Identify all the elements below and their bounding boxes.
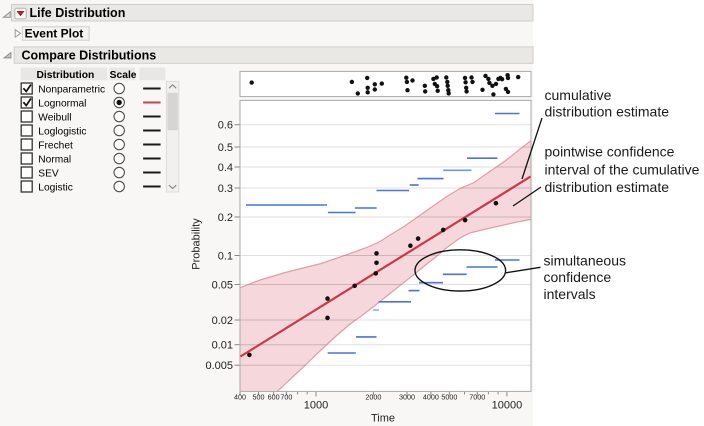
svg-text:Weibull: Weibull bbox=[38, 112, 71, 123]
svg-text:Life Distribution: Life Distribution bbox=[30, 6, 126, 20]
svg-text:interval of the cumulative: interval of the cumulative bbox=[545, 161, 700, 177]
svg-text:Loglogistic: Loglogistic bbox=[38, 126, 86, 137]
svg-text:500: 500 bbox=[253, 392, 265, 401]
svg-text:0.1: 0.1 bbox=[218, 250, 233, 262]
svg-text:3000: 3000 bbox=[399, 392, 415, 401]
svg-text:Compare Distributions: Compare Distributions bbox=[22, 48, 157, 62]
svg-text:Time: Time bbox=[371, 413, 395, 425]
svg-text:5000: 5000 bbox=[441, 392, 457, 401]
svg-text:distribution estimate: distribution estimate bbox=[545, 104, 670, 120]
svg-text:Frechet: Frechet bbox=[38, 140, 73, 151]
svg-text:pointwise confidence: pointwise confidence bbox=[545, 144, 675, 160]
svg-text:cumulative: cumulative bbox=[545, 87, 612, 103]
svg-text:intervals: intervals bbox=[544, 286, 596, 302]
svg-text:Scale: Scale bbox=[110, 70, 137, 81]
svg-text:Event Plot: Event Plot bbox=[25, 27, 84, 41]
svg-text:0.5: 0.5 bbox=[218, 142, 233, 154]
svg-text:10000: 10000 bbox=[492, 399, 523, 411]
svg-text:Normal: Normal bbox=[38, 154, 71, 165]
svg-text:400: 400 bbox=[234, 392, 246, 401]
svg-text:Distribution: Distribution bbox=[37, 70, 95, 81]
svg-text:700: 700 bbox=[280, 392, 292, 401]
svg-text:simultaneous: simultaneous bbox=[544, 252, 627, 268]
svg-text:0.4: 0.4 bbox=[218, 162, 233, 174]
svg-text:distribution estimate: distribution estimate bbox=[545, 179, 670, 195]
svg-text:4000: 4000 bbox=[423, 392, 439, 401]
svg-text:0.3: 0.3 bbox=[218, 183, 233, 195]
svg-text:600: 600 bbox=[268, 392, 280, 401]
svg-text:1000: 1000 bbox=[304, 399, 328, 411]
svg-text:0.2: 0.2 bbox=[218, 212, 233, 224]
svg-text:0.6: 0.6 bbox=[218, 120, 233, 132]
svg-text:2000: 2000 bbox=[365, 392, 381, 401]
svg-text:confidence: confidence bbox=[544, 269, 612, 285]
svg-text:0.05: 0.05 bbox=[212, 279, 233, 291]
svg-text:0.01: 0.01 bbox=[212, 340, 233, 352]
svg-text:0.005: 0.005 bbox=[205, 360, 233, 372]
svg-text:Lognormal: Lognormal bbox=[38, 98, 86, 109]
svg-text:SEV: SEV bbox=[38, 168, 59, 179]
svg-text:7000: 7000 bbox=[469, 392, 485, 401]
svg-text:0.02: 0.02 bbox=[212, 315, 233, 327]
svg-text:Probability: Probability bbox=[191, 218, 203, 270]
svg-text:Nonparametric: Nonparametric bbox=[38, 84, 105, 95]
svg-text:Logistic: Logistic bbox=[38, 182, 73, 193]
